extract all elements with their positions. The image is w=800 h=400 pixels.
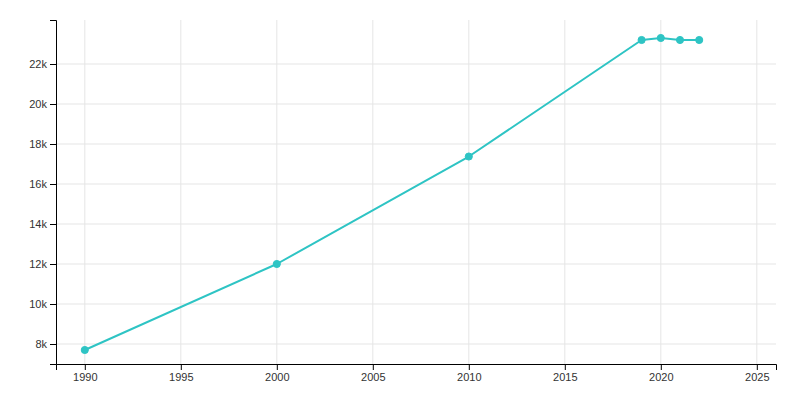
x-tick-mark	[181, 364, 182, 370]
y-axis-line	[50, 21, 57, 365]
x-tick-label: 2010	[457, 371, 481, 383]
y-tick-mark	[50, 264, 56, 265]
x-tick-label: 1990	[73, 371, 97, 383]
y-tick-mark	[50, 184, 56, 185]
y-tick-mark	[50, 144, 56, 145]
y-tick: 8k	[35, 338, 56, 350]
point	[638, 36, 645, 43]
y-tick-label: 16k	[29, 178, 47, 190]
y-tick-mark	[50, 224, 56, 225]
y-tick-label: 12k	[29, 258, 47, 270]
line	[85, 38, 699, 350]
y-tick-label: 20k	[29, 98, 47, 110]
x-tick: 2020	[649, 364, 673, 383]
y-tick: 10k	[29, 298, 56, 310]
y-tick: 22k	[29, 58, 56, 70]
x-grid-line	[84, 20, 85, 364]
y-tick: 14k	[29, 218, 56, 230]
x-axis-line	[57, 365, 777, 371]
y-tick-label: 10k	[29, 298, 47, 310]
x-tick: 2015	[553, 364, 577, 383]
x-grid-line	[372, 20, 373, 364]
y-grid-line	[56, 224, 776, 225]
x-tick: 1990	[73, 364, 97, 383]
x-axis: 1990 1995 2000 2005 2010 2015 2020 2025	[57, 364, 777, 383]
y-grid-line	[56, 144, 776, 145]
point	[273, 260, 280, 267]
x-tick-label: 1995	[169, 371, 193, 383]
x-tick-label: 2020	[649, 371, 673, 383]
y-tick-mark	[50, 64, 56, 65]
y-tick-label: 14k	[29, 218, 47, 230]
x-tick-label: 2005	[361, 371, 385, 383]
y-tick: 12k	[29, 258, 56, 270]
chart: 1990 1995 2000 2005 2010 2015 2020 2025 8k 10k 12k…	[0, 0, 800, 400]
plot-area: 1990 1995 2000 2005 2010 2015 2020 2025 8k 10k 12k…	[29, 20, 776, 383]
y-tick: 18k	[29, 138, 56, 150]
y-grid-line	[56, 264, 776, 265]
x-tick-mark	[757, 364, 758, 370]
x-tick-label: 2015	[553, 371, 577, 383]
x-grid-line	[660, 20, 661, 364]
x-tick-mark	[661, 364, 662, 370]
y-tick-label: 8k	[35, 338, 47, 350]
y-tick-mark	[50, 304, 56, 305]
y-tick-label: 18k	[29, 138, 47, 150]
y-grid-line	[56, 64, 776, 65]
x-tick-mark	[277, 364, 278, 370]
x-tick: 2005	[361, 364, 385, 383]
x-grid-line	[468, 20, 469, 364]
point	[81, 346, 88, 353]
x-tick-mark	[85, 364, 86, 370]
x-grid-line	[756, 20, 757, 364]
y-tick-mark	[50, 344, 56, 345]
y-axis: 8k 10k 12k 14k 16k 18k 20k 22k	[29, 21, 56, 365]
y-grid-line	[56, 184, 776, 185]
y-tick-mark	[50, 104, 56, 105]
y-tick: 16k	[29, 178, 56, 190]
x-tick-mark	[469, 364, 470, 370]
x-grid-line	[564, 20, 565, 364]
y-tick-label: 22k	[29, 58, 47, 70]
x-tick-label: 2025	[745, 371, 769, 383]
y-grid-line	[56, 304, 776, 305]
x-tick-label: 2000	[265, 371, 289, 383]
y-grid-line	[56, 104, 776, 105]
x-tick: 1995	[169, 364, 193, 383]
y-tick: 20k	[29, 98, 56, 110]
x-tick: 2025	[745, 364, 769, 383]
x-tick-mark	[373, 364, 374, 370]
marks	[81, 34, 703, 353]
x-tick: 2000	[265, 364, 289, 383]
point	[465, 153, 472, 160]
y-grid-line	[56, 344, 776, 345]
grid	[56, 20, 776, 364]
x-grid-line	[276, 20, 277, 364]
point	[657, 34, 664, 41]
point	[696, 36, 703, 43]
point	[676, 36, 683, 43]
x-tick: 2010	[457, 364, 481, 383]
x-tick-mark	[565, 364, 566, 370]
x-grid-line	[180, 20, 181, 364]
